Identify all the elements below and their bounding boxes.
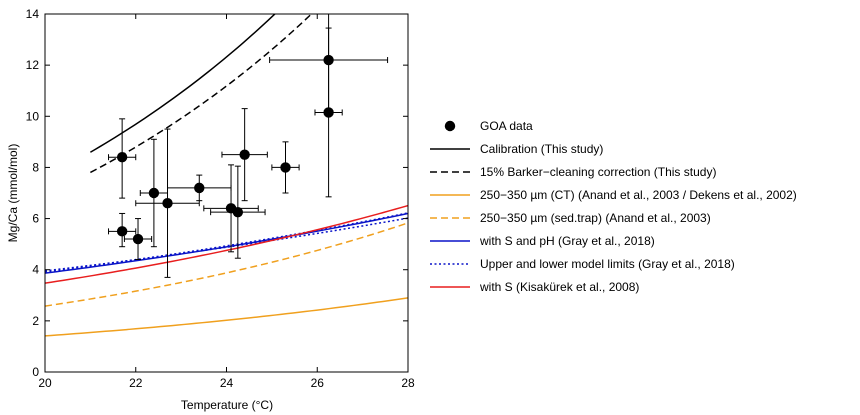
plot-area (45, 14, 408, 337)
data-point-marker (116, 152, 128, 163)
x-tick-label-24: 24 (220, 376, 234, 390)
legend-label: Calibration (This study) (480, 142, 603, 156)
data-point-marker (232, 206, 244, 218)
plot-frame (44, 13, 409, 373)
data-point-9 (271, 141, 300, 194)
series-line-3 (45, 222, 408, 307)
data-point-5 (167, 174, 232, 202)
series-line-6 (45, 212, 408, 273)
legend-marker-dot (444, 120, 456, 132)
legend-label: with S (Kisakürek et al., 2008) (479, 280, 639, 294)
x-tick-label-26: 26 (311, 376, 325, 390)
legend-item-7: with S (Kisakürek et al., 2008) (430, 280, 639, 294)
legend-label: Upper and lower model limits (Gray et al… (480, 257, 735, 271)
x-tick-label-20: 20 (38, 376, 52, 390)
series-line-1 (90, 14, 313, 174)
series-line-2 (45, 297, 408, 337)
data-point-7 (210, 165, 266, 259)
series-line-5 (45, 217, 408, 272)
y-tick-label-2: 2 (32, 314, 39, 328)
series-line-7 (45, 204, 408, 284)
legend-item-6: Upper and lower model limits (Gray et al… (430, 257, 735, 271)
legend-item-2: 15% Barker−cleaning correction (This stu… (430, 165, 716, 179)
series-line-4 (45, 212, 408, 274)
data-point-marker (323, 107, 334, 118)
legend-label: 250−350 µm (CT) (Anand et al., 2003 / De… (480, 188, 797, 202)
data-point-marker (194, 182, 205, 194)
y-tick-label-0: 0 (32, 365, 39, 379)
y-axis-label: Mg/Ca (mmol/mol) (6, 144, 20, 243)
y-tick-label-4: 4 (32, 263, 39, 277)
data-point-2 (123, 218, 153, 260)
data-point-4 (135, 128, 200, 278)
legend-item-5: with S and pH (Gray et al., 2018) (430, 234, 655, 248)
data-point-marker (116, 226, 128, 237)
legend-item-3: 250−350 µm (CT) (Anand et al., 2003 / De… (430, 188, 797, 202)
series-line-0 (90, 14, 276, 153)
legend-label: GOA data (480, 119, 533, 133)
data-point-marker (162, 198, 173, 209)
data-point-marker (280, 162, 291, 173)
y-tick-label-8: 8 (32, 160, 39, 174)
legend-item-0: GOA data (444, 119, 533, 133)
data-point-3 (139, 138, 169, 248)
data-point-11 (314, 27, 343, 198)
y-tick-label-14: 14 (26, 7, 40, 21)
legend-label: 250−350 µm (sed.trap) (Anand et al., 200… (480, 211, 711, 225)
data-point-marker (239, 149, 250, 160)
data-point-1 (108, 212, 137, 248)
data-point-marker (148, 187, 160, 199)
data-point-0 (108, 118, 137, 199)
x-tick-label-22: 22 (129, 376, 143, 390)
y-tick-label-12: 12 (26, 58, 40, 72)
legend-item-1: Calibration (This study) (430, 142, 603, 156)
legend: GOA data Calibration (This study) 15% Bark… (430, 119, 797, 294)
x-tick-label-28: 28 (401, 376, 415, 390)
legend-label: with S and pH (Gray et al., 2018) (479, 234, 655, 248)
y-tick-label-6: 6 (32, 212, 39, 226)
legend-label: 15% Barker−cleaning correction (This stu… (480, 165, 716, 179)
x-axis-label: Temperature (°C) (181, 398, 273, 412)
data-point-6 (203, 164, 259, 253)
legend-item-4: 250−350 µm (sed.trap) (Anand et al., 200… (430, 211, 711, 225)
data-point-8 (221, 108, 268, 202)
y-tick-label-10: 10 (26, 109, 40, 123)
data-point-marker (132, 233, 144, 245)
